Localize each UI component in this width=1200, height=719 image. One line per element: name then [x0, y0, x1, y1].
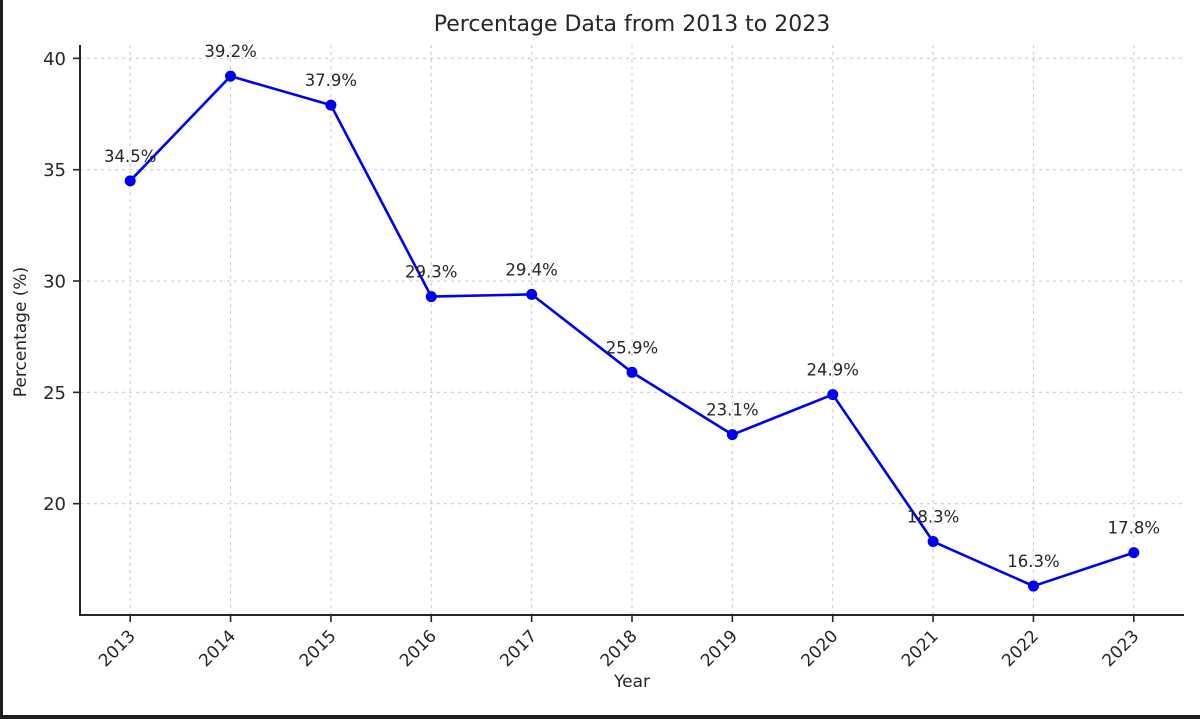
data-point: [124, 175, 136, 187]
data-point-label: 18.3%: [907, 508, 959, 527]
data-point-label: 24.9%: [807, 361, 859, 380]
data-point: [726, 429, 738, 441]
x-tick-label: 2016: [396, 626, 441, 671]
x-tick-label: 2014: [195, 626, 240, 671]
data-point-label: 29.3%: [405, 263, 457, 282]
data-point-label: 16.3%: [1007, 552, 1059, 571]
x-tick-label: 2018: [597, 626, 642, 671]
data-point: [1128, 547, 1140, 559]
x-axis-label: Year: [614, 672, 650, 692]
x-tick-label: 2021: [898, 626, 943, 671]
data-point: [325, 99, 337, 111]
y-tick-label: 40: [43, 49, 66, 70]
data-point-label: 29.4%: [505, 260, 557, 279]
y-tick-label: 35: [43, 160, 66, 181]
data-point-label: 37.9%: [305, 71, 357, 90]
y-tick-label: 20: [43, 494, 66, 515]
data-point-label: 39.2%: [204, 42, 256, 61]
x-tick-label: 2013: [95, 626, 140, 671]
data-point: [827, 389, 839, 401]
data-point-label: 17.8%: [1108, 519, 1160, 538]
chart-title: Percentage Data from 2013 to 2023: [433, 12, 831, 37]
data-point-label: 25.9%: [606, 338, 658, 357]
y-tick-label: 30: [43, 272, 66, 293]
x-tick-label: 2020: [798, 626, 843, 671]
data-point: [225, 70, 237, 82]
data-point: [1027, 580, 1039, 592]
data-point-label: 23.1%: [706, 401, 758, 420]
data-point-label: 34.5%: [104, 147, 156, 166]
line-chart-plot: 20 25 30 35 40 2013 2014 2015 2016 2017 2018 2019 20…: [43, 42, 1184, 671]
data-point: [626, 366, 638, 378]
x-tick-label: 2015: [296, 626, 341, 671]
x-tick-label: 2017: [496, 626, 541, 671]
y-tick-label: 25: [43, 383, 66, 404]
x-tick-label: 2019: [697, 626, 742, 671]
data-point: [927, 536, 939, 548]
x-tick-label: 2022: [998, 626, 1043, 671]
data-point: [526, 288, 538, 300]
data-point: [425, 291, 437, 303]
x-tick-label: 2023: [1099, 626, 1144, 671]
